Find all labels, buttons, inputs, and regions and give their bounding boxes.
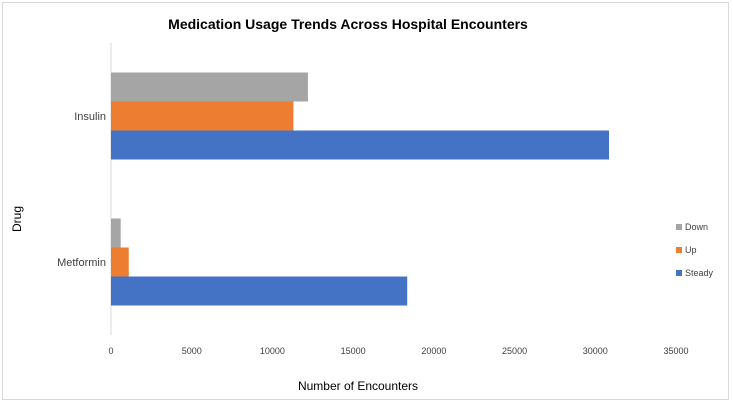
x-tick-label: 10000 [260,346,285,356]
x-axis-title: Number of Encounters [298,379,418,393]
bar-down-insulin [111,72,308,102]
category-label: Insulin [74,111,106,123]
legend-label-steady: Steady [685,268,714,278]
legend-label-down: Down [685,222,708,232]
chart-title: Medication Usage Trends Across Hospital … [168,16,528,32]
legend-label-up: Up [685,245,697,255]
x-tick-label: 5000 [182,346,202,356]
bar-chart: Medication Usage Trends Across Hospital … [10,16,714,393]
bar-up-insulin [111,101,294,131]
bar-steady-metformin [111,276,408,306]
x-tick-label: 0 [108,346,113,356]
category-label: Metformin [57,257,106,269]
legend-swatch-steady [676,270,682,276]
y-axis-title: Drug [10,206,24,232]
bar-down-metformin [111,218,121,248]
x-tick-label: 25000 [502,346,527,356]
bar-up-metformin [111,247,129,277]
legend-swatch-down [676,224,682,230]
bar-steady-insulin [111,130,610,160]
chart-frame: Medication Usage Trends Across Hospital … [2,2,729,400]
x-tick-label: 35000 [663,346,688,356]
legend: Down Up Steady [676,222,714,278]
x-tick-label: 15000 [341,346,366,356]
legend-swatch-up [676,247,682,253]
x-tick-label: 30000 [583,346,608,356]
plot-area: 0 5000 10000 15000 20000 25000 30000 35000 Metfo… [57,43,689,356]
x-tick-label: 20000 [421,346,446,356]
